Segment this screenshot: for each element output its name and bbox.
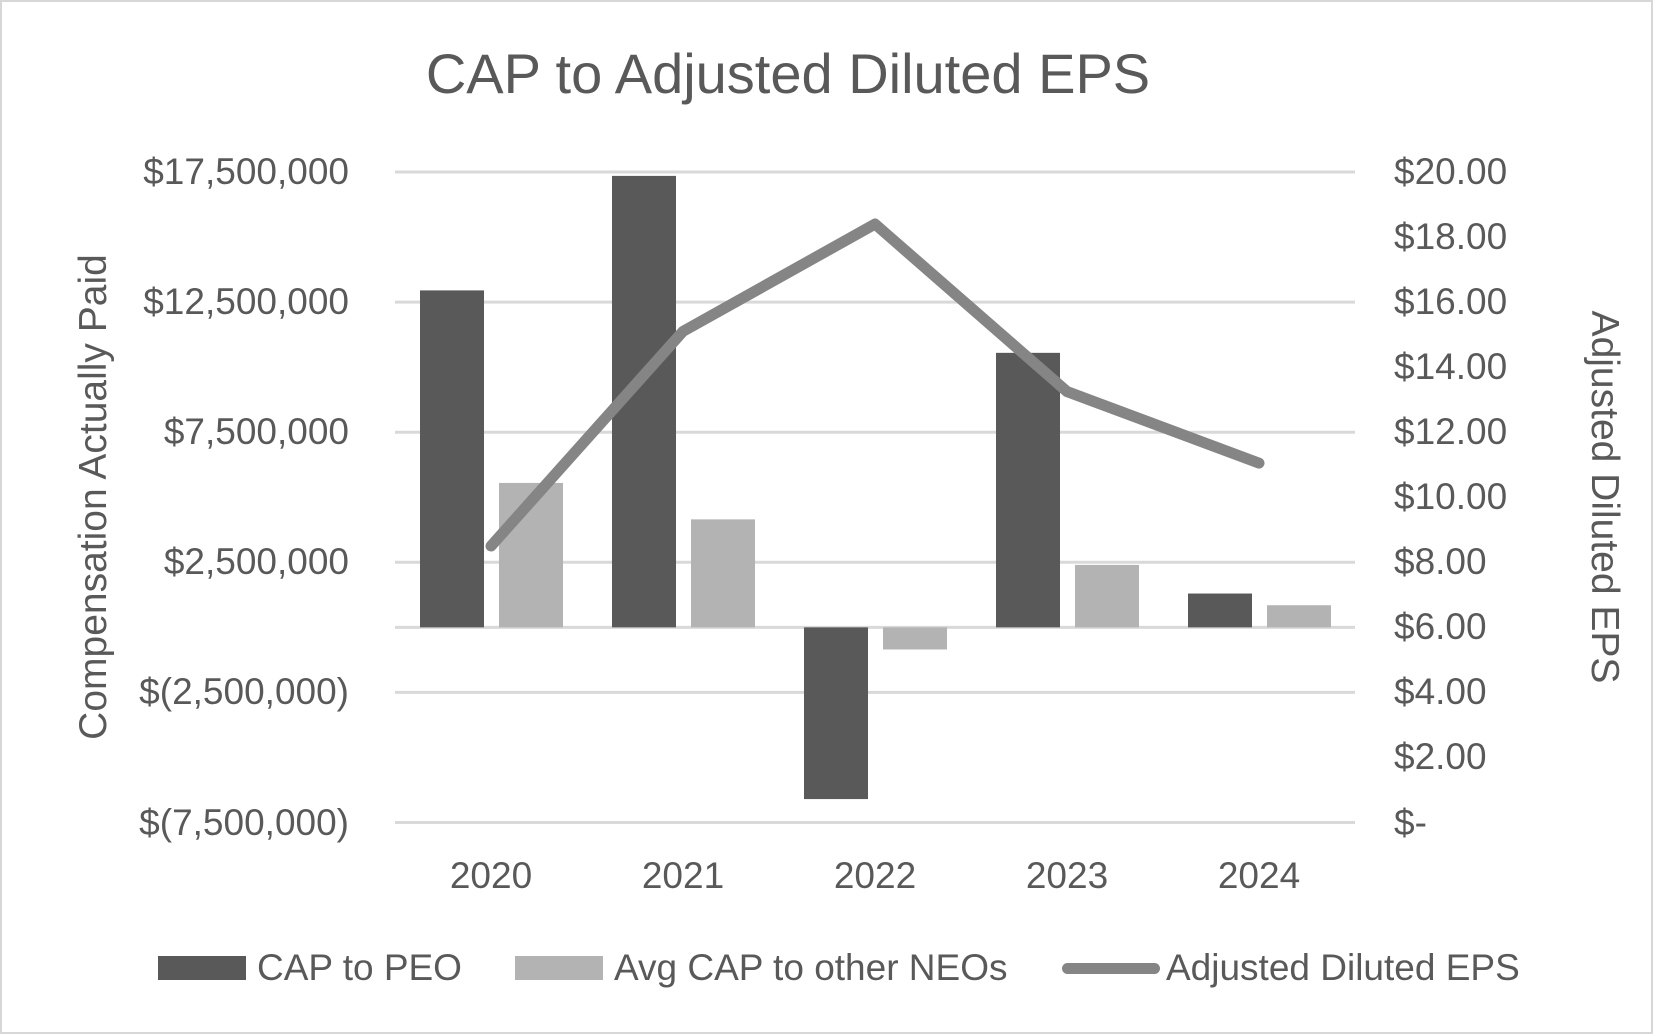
bar-avg-cap-to-other-neos-2024 xyxy=(1267,605,1331,628)
legend-label: Avg CAP to other NEOs xyxy=(614,947,1008,988)
right-axis-tick: $18.00 xyxy=(1394,216,1508,258)
right-axis-tick: $14.00 xyxy=(1394,346,1508,388)
legend-item-cap-to-peo: CAP to PEO xyxy=(158,944,462,992)
x-axis-label-2020: 2020 xyxy=(449,855,533,896)
right-axis-tick: $4.00 xyxy=(1394,671,1487,713)
x-axis-label-2022: 2022 xyxy=(833,855,917,896)
bar-cap-to-peo-2024 xyxy=(1188,593,1252,628)
left-axis-tick: $12,500,000 xyxy=(143,281,349,323)
right-axis-tick: $6.00 xyxy=(1394,606,1487,648)
bar-avg-cap-to-other-neos-2023 xyxy=(1075,564,1139,628)
x-axis-label-2021: 2021 xyxy=(641,855,725,896)
bar-cap-to-peo-2023 xyxy=(996,352,1060,628)
bar-avg-cap-to-other-neos-2021 xyxy=(691,519,755,628)
right-axis-tick: $12.00 xyxy=(1394,411,1508,453)
line-adjusted-diluted-eps xyxy=(485,218,1265,552)
right-axis-tick: $20.00 xyxy=(1394,151,1508,192)
left-axis-tick: $7,500,000 xyxy=(163,411,349,453)
left-axis-tick: $17,500,000 xyxy=(143,151,349,192)
chart-title: CAP to Adjusted Diluted EPS xyxy=(425,42,1151,105)
left-axis-tick: $(7,500,000) xyxy=(139,801,349,843)
legend-color-swatch xyxy=(515,956,603,980)
left-axis-tick: $(2,500,000) xyxy=(139,671,349,713)
right-axis-tick: $10.00 xyxy=(1394,476,1508,518)
legend-item-adjusted-diluted-eps: Adjusted Diluted EPS xyxy=(1062,944,1520,992)
right-axis-tick: $16.00 xyxy=(1394,281,1508,323)
bar-avg-cap-to-other-neos-2022 xyxy=(883,627,947,650)
left-axis-tick: $2,500,000 xyxy=(163,541,349,583)
x-axis-label-2023: 2023 xyxy=(1025,855,1109,896)
x-axis-label-2024: 2024 xyxy=(1217,855,1301,896)
bar-cap-to-peo-2022 xyxy=(804,627,868,800)
right-axis-tick: $- xyxy=(1394,801,1427,843)
legend-label: Adjusted Diluted EPS xyxy=(1166,947,1520,988)
bar-cap-to-peo-2020 xyxy=(420,290,484,628)
legend-label: CAP to PEO xyxy=(257,947,462,988)
legend-color-swatch xyxy=(158,956,246,980)
right-axis-tick: $8.00 xyxy=(1394,541,1487,583)
right-axis-tick: $2.00 xyxy=(1394,736,1487,778)
legend-line-swatch xyxy=(1062,962,1160,974)
legend-item-avg-cap-to-other-neos: Avg CAP to other NEOs xyxy=(515,944,1008,992)
